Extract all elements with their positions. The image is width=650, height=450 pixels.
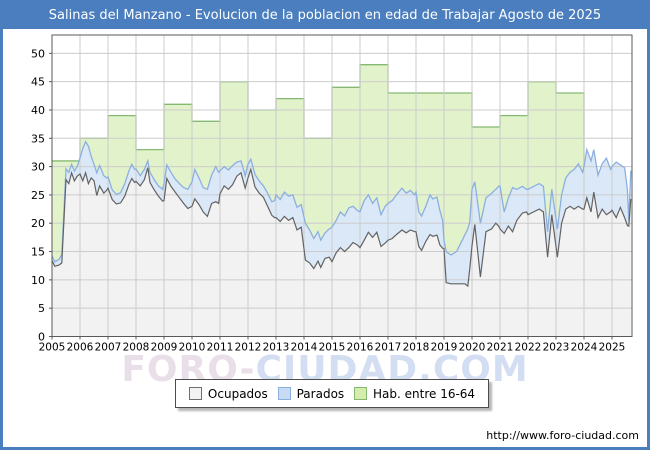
ocupados-line bbox=[51, 167, 632, 288]
legend-item-hab-16-64: Hab. entre 16-64 bbox=[354, 387, 475, 401]
x-tick-label: 2021 bbox=[487, 342, 514, 354]
y-tick-label: 0 bbox=[38, 331, 45, 344]
x-tick-label: 2023 bbox=[543, 342, 570, 354]
x-tick-label: 2007 bbox=[95, 342, 122, 354]
x-tick-label: 2018 bbox=[403, 342, 430, 354]
chart-title-bar: Salinas del Manzano - Evolucion de la po… bbox=[3, 3, 647, 29]
parados-line bbox=[51, 140, 632, 263]
legend-label-parados: Parados bbox=[296, 386, 345, 401]
x-tick-label: 2016 bbox=[347, 342, 374, 354]
hab-16-64-swatch-icon bbox=[354, 387, 368, 400]
legend-item-parados: Parados bbox=[277, 386, 345, 401]
chart-title: Salinas del Manzano - Evolucion de la po… bbox=[48, 8, 602, 23]
x-tick-label: 2009 bbox=[151, 342, 178, 354]
x-tick-label: 2025 bbox=[599, 342, 626, 354]
y-tick-label: 20 bbox=[31, 217, 45, 230]
x-tick-label: 2020 bbox=[459, 342, 486, 354]
ocupados-area bbox=[52, 167, 631, 337]
y-tick-label: 50 bbox=[31, 47, 45, 60]
chart-legend: Ocupados Parados Hab. entre 16-64 bbox=[175, 379, 489, 408]
x-tick-label: 2012 bbox=[235, 342, 262, 354]
site-url[interactable]: http://www.foro-ciudad.com bbox=[486, 429, 639, 442]
x-tick-label: 2006 bbox=[67, 342, 94, 354]
y-axis-labels: 0 5 10 15 20 25 30 35 40 45 50 bbox=[31, 47, 45, 343]
x-tick-label: 2010 bbox=[179, 342, 206, 354]
y-tick-label: 5 bbox=[38, 302, 45, 315]
y-tick-label: 30 bbox=[31, 161, 45, 174]
x-tick-label: 2015 bbox=[319, 342, 346, 354]
x-tick-label: 2013 bbox=[263, 342, 290, 354]
legend-label-hab-16-64: Hab. entre 16-64 bbox=[373, 386, 476, 401]
chart-content-area: Salinas del Manzano - Evolucion de la po… bbox=[3, 3, 647, 447]
gridlines bbox=[51, 35, 632, 337]
x-tick-label: 2011 bbox=[207, 342, 234, 354]
x-axis-labels: 2005 2006 2007 2008 2009 2010 2011 2012 2013 2014… bbox=[39, 342, 626, 354]
x-tick-label: 2014 bbox=[291, 342, 318, 354]
x-tick-label: 2019 bbox=[431, 342, 458, 354]
plot-border bbox=[51, 34, 633, 337]
ocupados-swatch-icon bbox=[188, 387, 202, 400]
y-tick-label: 25 bbox=[31, 189, 45, 202]
x-tick-label: 2017 bbox=[375, 342, 402, 354]
y-tick-label: 40 bbox=[31, 104, 45, 117]
y-tick-label: 45 bbox=[31, 76, 45, 89]
legend-item-ocupados: Ocupados bbox=[188, 386, 268, 401]
x-tick-label: 2005 bbox=[39, 342, 66, 354]
y-tick-label: 15 bbox=[31, 246, 45, 259]
axis-ticks bbox=[49, 52, 613, 340]
parados-swatch-icon bbox=[277, 387, 291, 400]
x-tick-label: 2008 bbox=[123, 342, 150, 354]
y-tick-label: 10 bbox=[31, 274, 45, 287]
x-tick-label: 2022 bbox=[515, 342, 542, 354]
y-tick-label: 35 bbox=[31, 132, 45, 145]
legend-label-ocupados: Ocupados bbox=[207, 386, 268, 401]
x-tick-label: 2024 bbox=[571, 342, 598, 354]
